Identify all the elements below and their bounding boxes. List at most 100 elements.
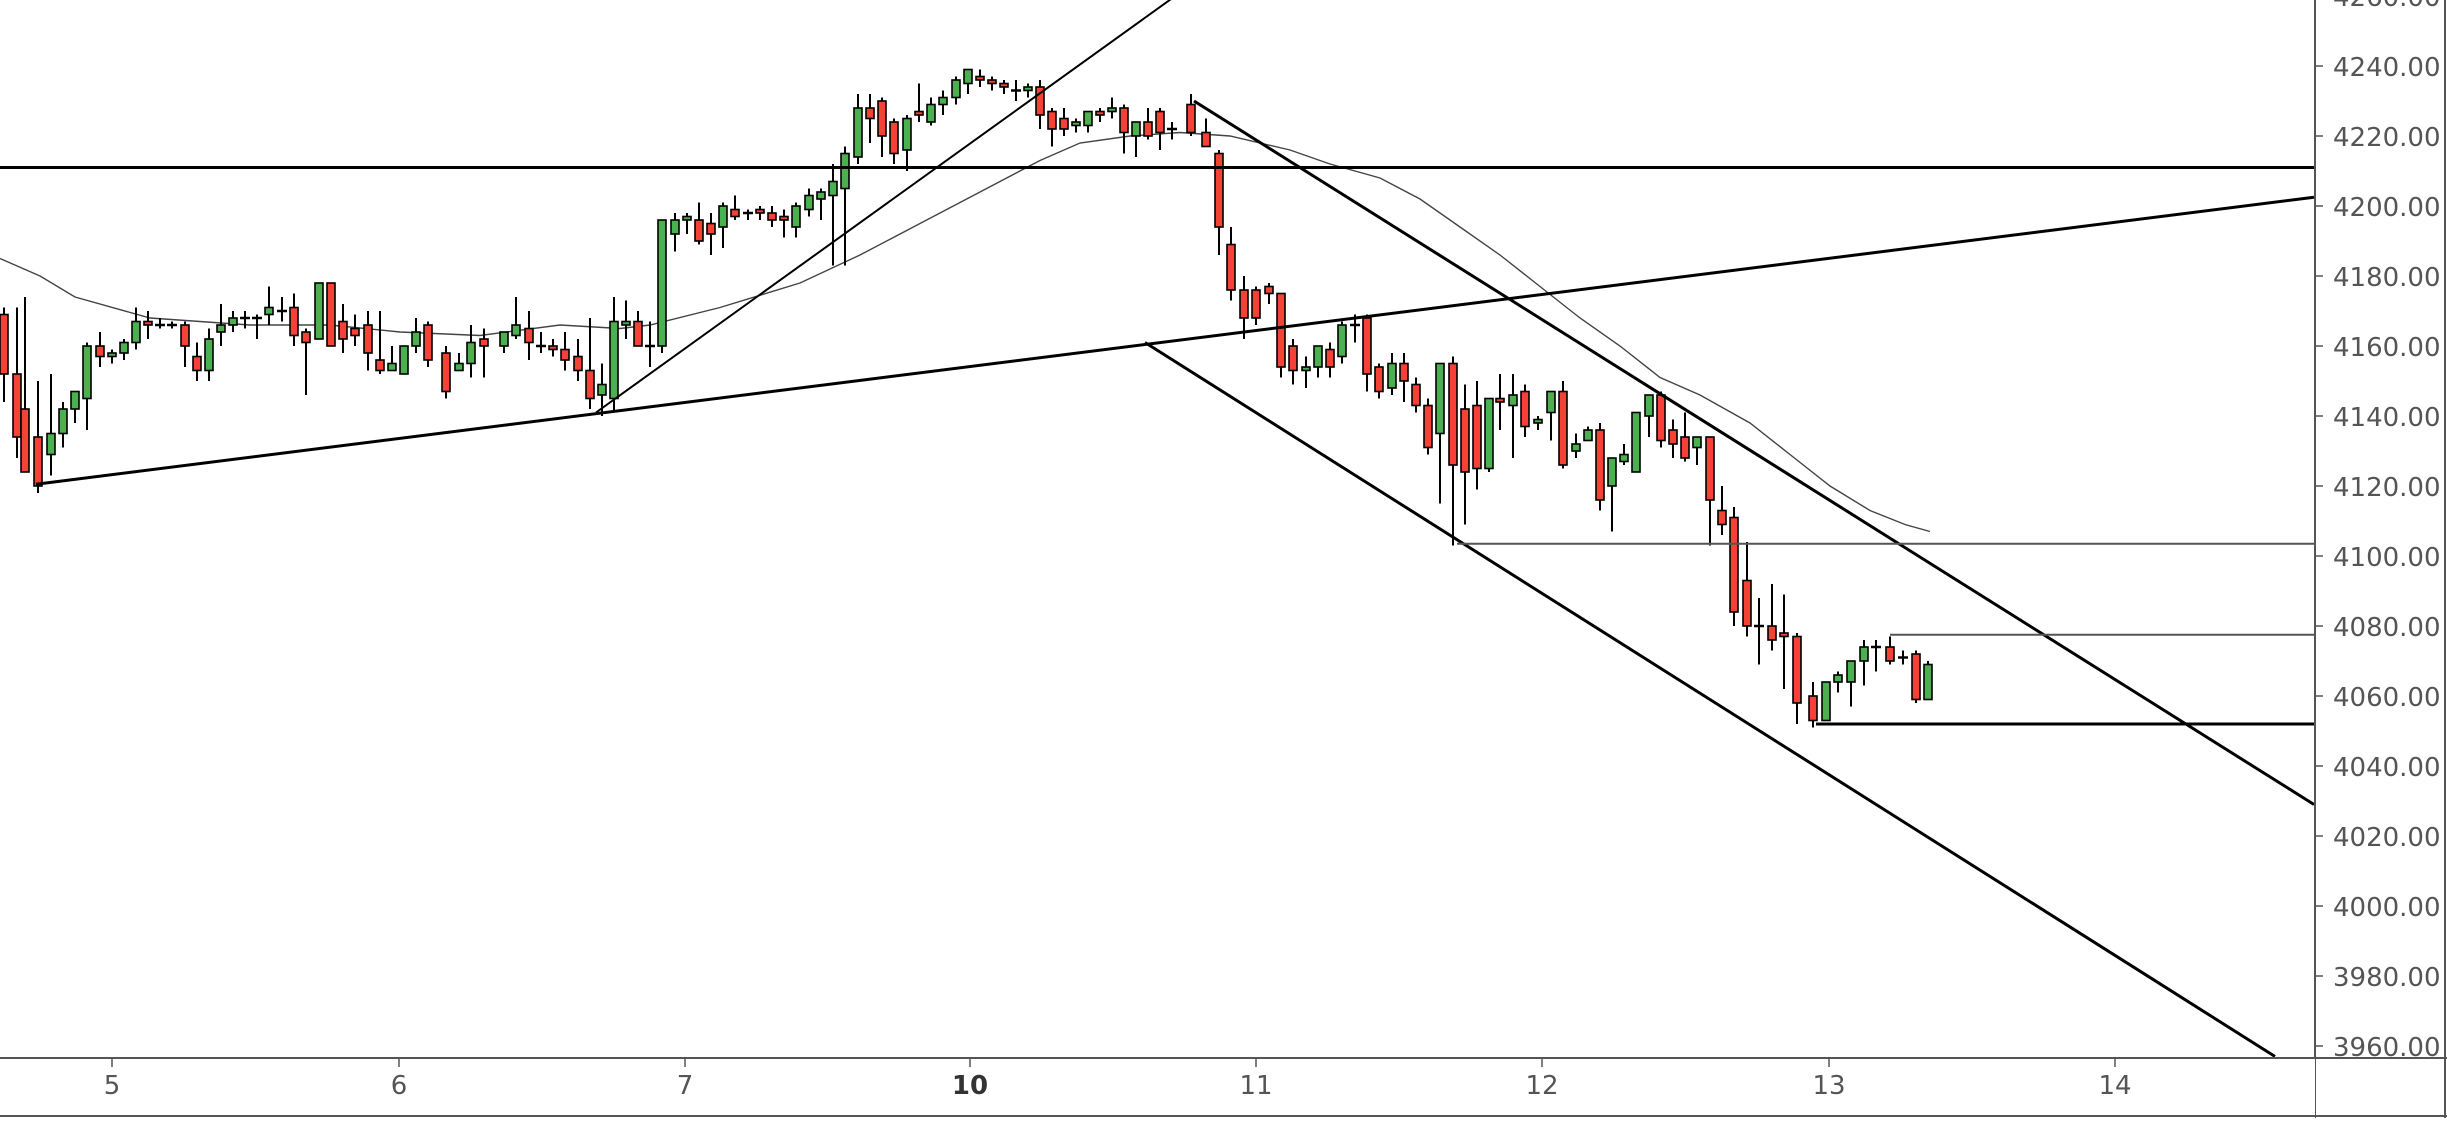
candle <box>1472 381 1482 490</box>
candle <box>1754 598 1764 665</box>
candle-body-up <box>902 117 912 151</box>
candle <box>573 339 583 381</box>
candle <box>1251 286 1261 325</box>
candle <box>1885 636 1895 665</box>
candle <box>1387 353 1397 395</box>
trendline-drawings[interactable] <box>0 0 2315 1058</box>
candle-body-down <box>1362 317 1372 375</box>
candle <box>951 76 961 105</box>
time-label: 14 <box>2098 1071 2131 1101</box>
candle-body-down <box>180 324 190 347</box>
candle <box>902 115 912 171</box>
descending-channel-upper[interactable] <box>1193 99 2315 806</box>
candle <box>143 311 153 339</box>
time-axis[interactable] <box>0 1059 2315 1118</box>
price-label: 4100.00 <box>2333 543 2441 573</box>
candle <box>975 69 985 87</box>
price-label: 4000.00 <box>2333 893 2441 923</box>
candle <box>1201 118 1211 148</box>
candle-body-up <box>791 205 801 228</box>
candle <box>301 328 311 395</box>
candle <box>1313 345 1323 378</box>
candle <box>479 328 489 378</box>
candle-body-down <box>1374 366 1384 393</box>
candle-body-down <box>1288 345 1298 372</box>
candle-body-up <box>828 180 838 197</box>
candle-body-up <box>951 79 961 99</box>
candle <box>1239 276 1249 339</box>
candle-body-up <box>718 205 728 228</box>
candle <box>1495 374 1505 430</box>
candle-body-down <box>1095 110 1105 116</box>
candle-body-down <box>889 121 899 155</box>
candle-body-down <box>479 338 489 347</box>
price-label: 4140.00 <box>2333 403 2441 433</box>
price-axis[interactable] <box>2315 0 2447 1118</box>
candle <box>1264 283 1274 304</box>
candle <box>375 311 385 374</box>
candle-body-up <box>499 331 509 347</box>
candle <box>119 339 129 360</box>
candle <box>12 307 22 458</box>
candle-body-down <box>1495 397 1505 403</box>
price-label: 4160.00 <box>2333 333 2441 363</box>
candle <box>1035 80 1045 129</box>
candle-body-down <box>987 79 997 85</box>
candle-body-up <box>58 408 68 435</box>
candle-body-down <box>548 345 558 351</box>
candle-body-up <box>107 352 117 358</box>
candle-body-up <box>963 68 973 85</box>
candle <box>682 213 692 234</box>
time-axis-labels: 5 6 7 10 11 12 13 14 <box>104 1059 2132 1101</box>
candle <box>1619 444 1629 465</box>
candle-body-down <box>1239 289 1249 319</box>
candle <box>1276 292 1286 378</box>
candle-body-down <box>192 355 202 372</box>
descending-channel-lower[interactable] <box>1144 341 2276 1058</box>
candle-body-down <box>20 408 30 473</box>
candle <box>1846 660 1856 707</box>
candle <box>350 314 360 346</box>
candle <box>1767 584 1777 651</box>
candle <box>1226 227 1236 301</box>
time-label: 12 <box>1525 1071 1558 1101</box>
candle-body-up <box>1859 646 1869 662</box>
candle <box>1859 640 1869 686</box>
candle <box>58 402 68 448</box>
candle-body-up <box>1435 362 1445 435</box>
candle-body-up <box>466 341 476 365</box>
candle-body-down <box>1399 362 1409 382</box>
candle <box>1508 374 1518 458</box>
candle-body-up <box>1821 681 1831 722</box>
candle <box>82 342 92 430</box>
candle-body-down <box>1119 107 1129 134</box>
candle-body-up <box>216 324 226 333</box>
candle-body-up <box>657 219 667 347</box>
candle <box>1083 110 1093 133</box>
candle-body-down <box>1885 646 1895 662</box>
candle <box>755 206 765 220</box>
candle-body-up <box>609 320 619 400</box>
candle-body-down <box>1411 383 1421 407</box>
candle <box>694 202 704 245</box>
candle <box>999 80 1009 94</box>
candle <box>1656 391 1666 448</box>
rising-support-trendline[interactable] <box>35 195 2315 486</box>
candle <box>585 318 595 409</box>
steep-rising-trendline[interactable] <box>595 0 1185 414</box>
candle-body-up <box>399 345 409 375</box>
candle <box>1558 381 1568 469</box>
candle <box>1821 681 1831 722</box>
candle-body-down <box>95 345 105 358</box>
candle <box>216 304 226 346</box>
candle <box>1071 118 1081 133</box>
candle <box>1571 433 1581 458</box>
candle-body-up <box>938 96 948 106</box>
candle-body-down <box>1668 429 1678 445</box>
candle-body-up <box>926 103 936 123</box>
candle <box>1595 423 1605 511</box>
candle <box>1435 362 1445 504</box>
candle-body-down <box>1059 117 1069 130</box>
